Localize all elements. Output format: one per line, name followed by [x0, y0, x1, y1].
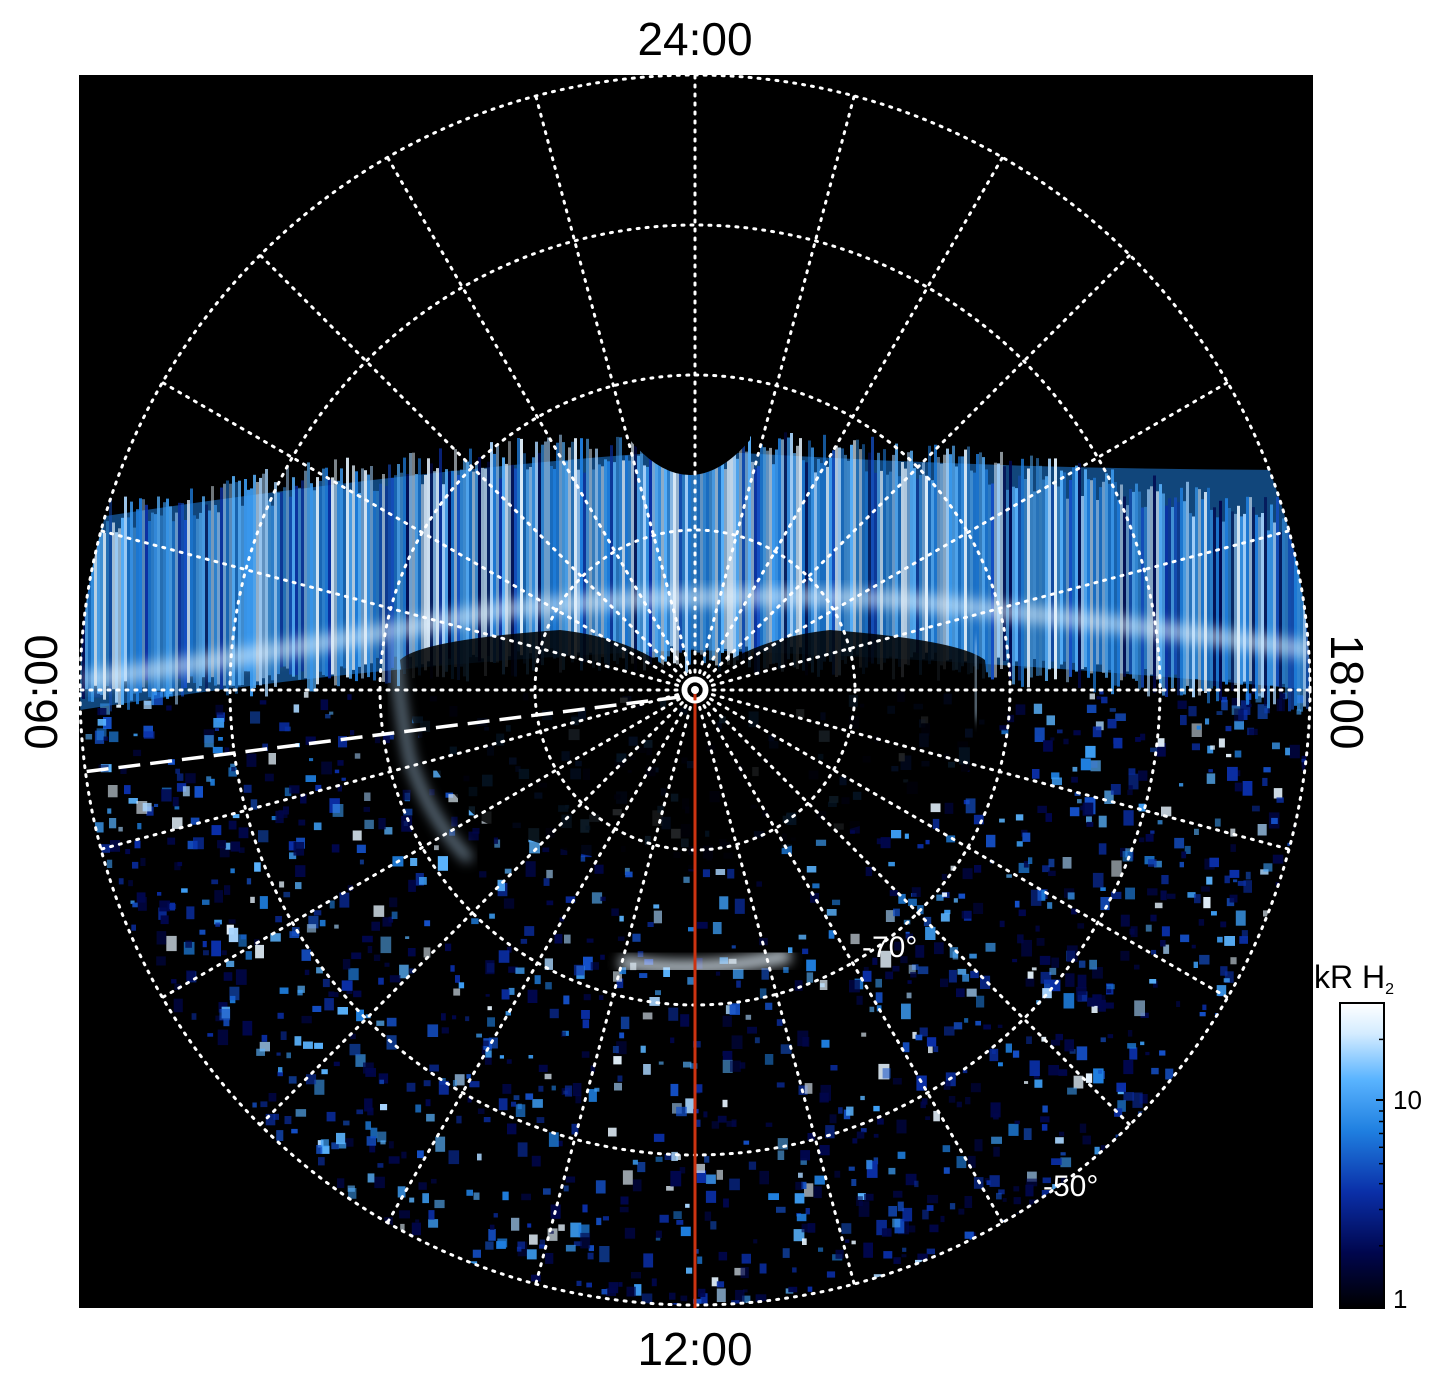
- colorbar-minor-ticks: [1379, 1002, 1384, 1247]
- latitude-label-50: -50°: [1043, 1170, 1098, 1203]
- local-time-label-top: 24:00: [637, 13, 752, 65]
- latitude-label-70: -70°: [862, 931, 917, 964]
- local-time-label-right: 18:00: [1321, 634, 1373, 749]
- colorbar-tick-label-10: 10: [1393, 1085, 1422, 1115]
- noon-arc: [618, 948, 792, 975]
- dawn-dashed-line: [82, 695, 681, 774]
- pole-marker: [681, 676, 709, 704]
- colorbar-gradient: [1339, 1002, 1385, 1309]
- coordinate-grid: [78, 73, 1312, 1307]
- local-time-label-left: 06:00: [15, 634, 67, 749]
- colorbar-tick-label-1: 1: [1393, 1284, 1407, 1314]
- dusk-arc-spur: [969, 639, 983, 721]
- colorbar: kR H2 10 1: [1314, 959, 1422, 1314]
- local-time-label-bottom: 12:00: [637, 1323, 752, 1375]
- colorbar-unit: kR H2: [1314, 959, 1394, 998]
- dawn-arc-spur: [390, 639, 474, 864]
